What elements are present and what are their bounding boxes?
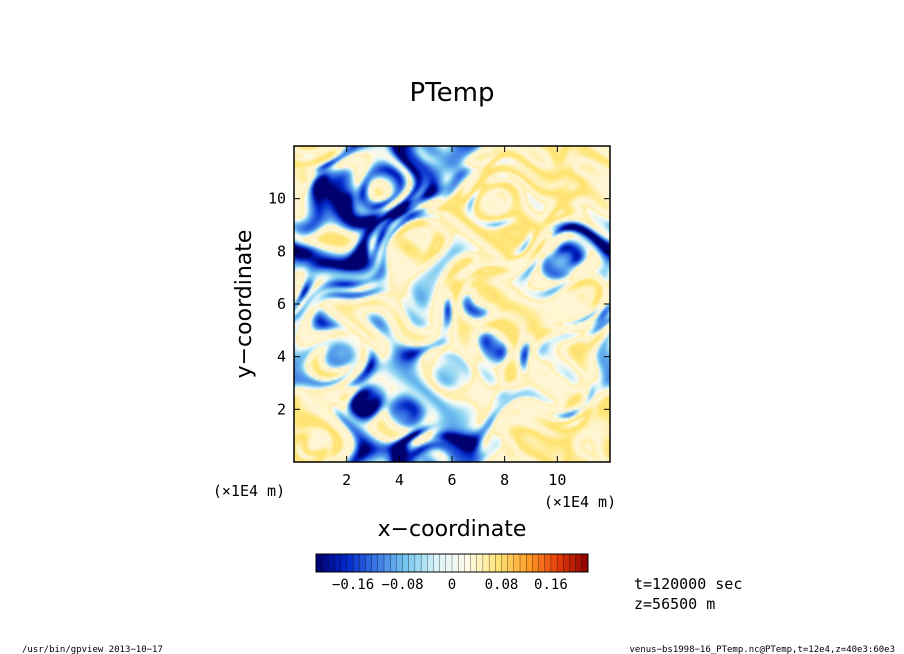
colorbar-box: [390, 553, 397, 573]
y-axis-label: y−coordinate: [232, 230, 257, 379]
colorbar-tick-label: 0.08: [485, 577, 519, 593]
colorbar-box: [501, 553, 509, 573]
colorbar-tick-label: 0: [448, 577, 456, 593]
x-tick-label: 8: [500, 471, 509, 489]
footer-command: /usr/bin/gpview 2013−10−17: [22, 645, 163, 654]
colorbar-box: [408, 553, 416, 573]
colorbar-box: [526, 553, 533, 573]
colorbar-box: [532, 553, 539, 573]
colorbar-tick-label: −0.08: [381, 577, 423, 593]
colorbar-box: [359, 553, 366, 573]
x-tick-label: 6: [447, 471, 456, 489]
colorbar-box: [519, 553, 527, 573]
colorbar-box: [482, 553, 490, 573]
colorbar-box: [433, 553, 441, 573]
colorbar-box: [556, 553, 564, 573]
colorbar-box: [315, 553, 323, 573]
y-tick-label: 2: [277, 400, 286, 418]
colorbar-tick-label: −0.16: [332, 577, 374, 593]
colorbar-box: [451, 553, 459, 573]
level-annotation: z=56500 m: [634, 595, 715, 613]
colorbar-box: [439, 553, 447, 573]
colorbar-box: [563, 553, 570, 573]
y-axis-ticks: 2 4 6 8 10: [268, 190, 610, 418]
colorbar-box: [495, 553, 502, 573]
y-tick-label: 8: [277, 242, 286, 260]
x-tick-label: 4: [395, 471, 404, 489]
chart-title: PTemp: [410, 78, 495, 108]
colorbar-ticks: −0.16 −0.08 0 0.08 0.16: [332, 577, 568, 593]
x-tick-label: 2: [342, 471, 351, 489]
colorbar-tick-label: 0.16: [534, 577, 568, 593]
colorbar-box: [402, 553, 410, 573]
colorbar-box: [513, 553, 521, 573]
x-axis-ticks: 2 4 6 8 10: [342, 146, 566, 489]
colorbar-box: [420, 553, 428, 573]
colorbar-box: [550, 553, 558, 573]
colorbar-box: [470, 553, 478, 573]
colorbar-box: [581, 553, 589, 573]
y-tick-label: 6: [277, 295, 286, 313]
colorbar-box: [383, 553, 391, 573]
y-tick-label: 10: [268, 190, 286, 208]
time-annotation: t=120000 sec: [634, 575, 742, 593]
colorbar-box: [371, 553, 379, 573]
y-tick-label: 4: [277, 348, 286, 366]
x-units-label: (×1E4 m): [544, 493, 616, 511]
heatmap-field: [294, 146, 610, 462]
colorbar-box: [458, 553, 465, 573]
x-tick-label: 10: [548, 471, 566, 489]
colorbar-box: [377, 553, 385, 573]
colorbar-box: [507, 553, 515, 573]
colorbar-box: [569, 553, 577, 573]
footer-source: venus−bs1998−16_PTemp.nc@PTemp,t=12e4,z=…: [629, 645, 895, 654]
colorbar-box: [445, 553, 453, 573]
colorbar-box: [464, 553, 471, 573]
colorbar-box: [427, 553, 434, 573]
colorbar-box: [346, 553, 354, 573]
colorbar-box: [488, 553, 496, 573]
colorbar-box: [322, 553, 329, 573]
colorbar-box: [544, 553, 552, 573]
colorbar-frame: [315, 553, 589, 573]
colorbar-box: [352, 553, 360, 573]
colorbar-box: [476, 553, 484, 573]
colorbar-box: [365, 553, 373, 573]
colorbar-box: [396, 553, 403, 573]
colorbar-box: [334, 553, 342, 573]
colorbar-box: [575, 553, 583, 573]
y-units-label: (×1E4 m): [213, 482, 285, 500]
colorbar-box: [340, 553, 348, 573]
colorbar-box: [328, 553, 335, 573]
colorbar-box: [414, 553, 422, 573]
colorbar: [315, 553, 589, 573]
x-axis-label: x−coordinate: [378, 517, 527, 542]
colorbar-box: [538, 553, 546, 573]
